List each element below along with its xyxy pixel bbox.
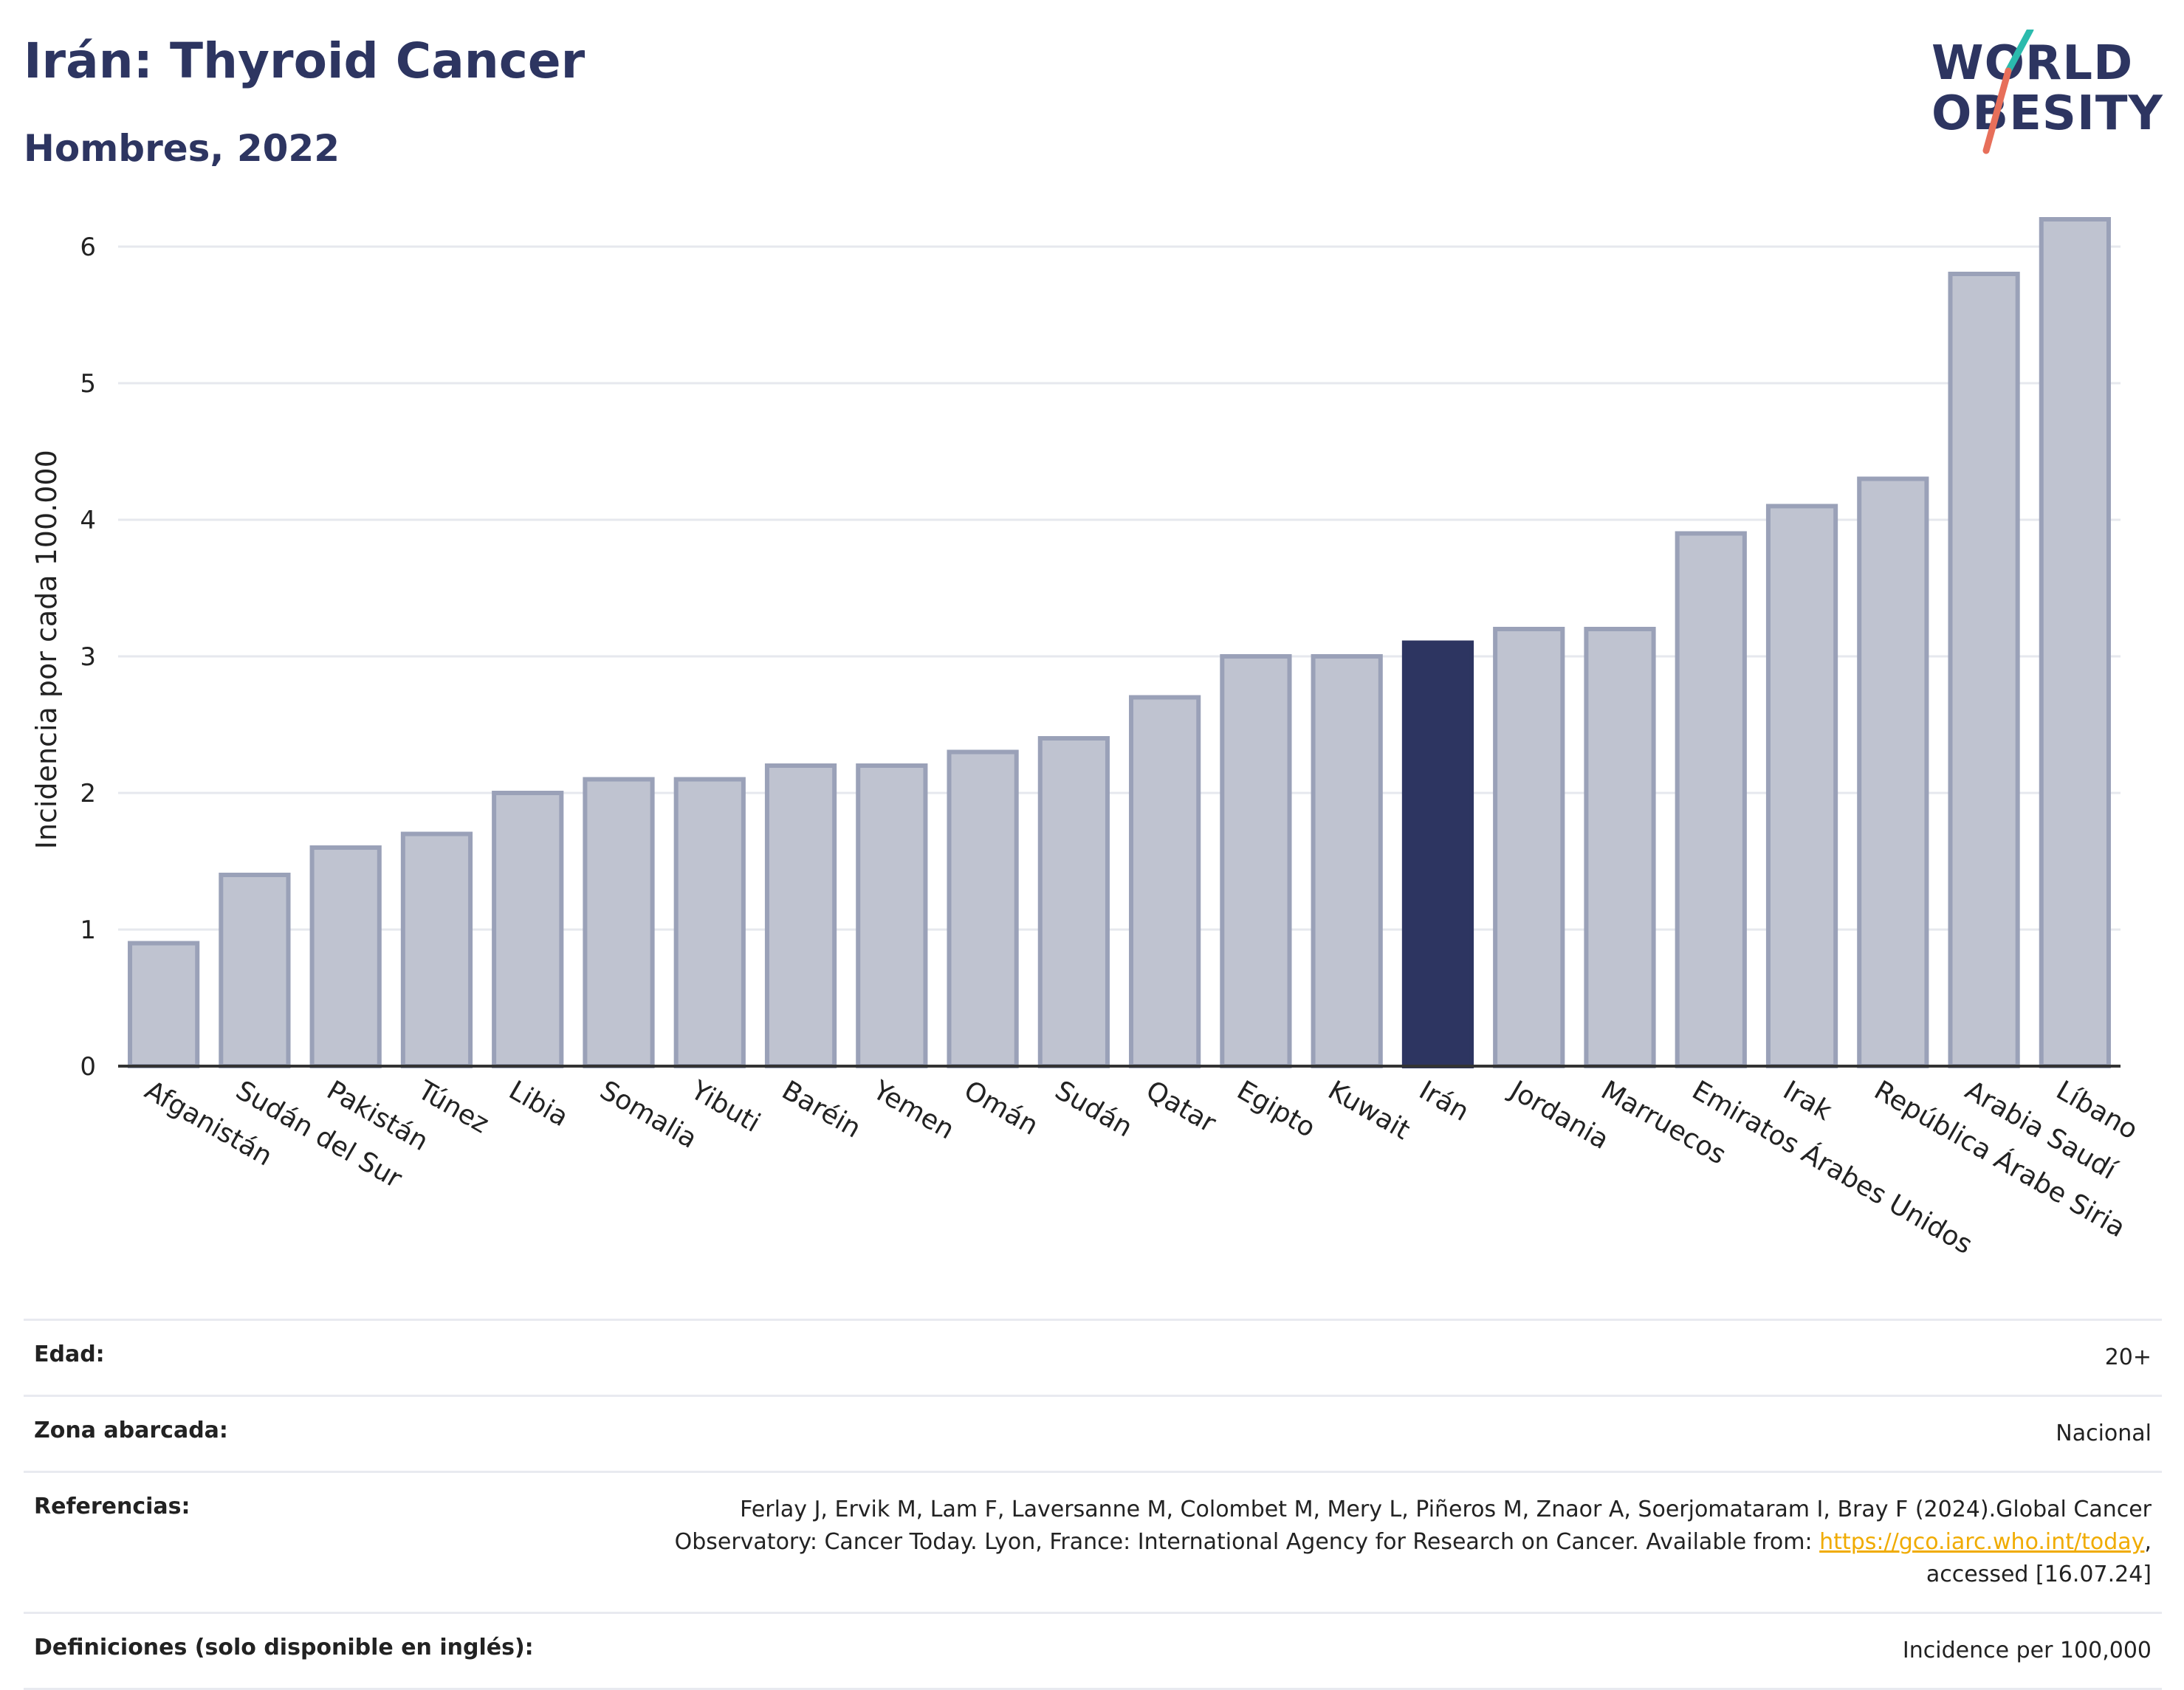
page-title: Irán: Thyroid Cancer — [24, 32, 586, 89]
y-tick-label: 5 — [80, 369, 96, 399]
meta-row-definitions: Definiciones (solo disponible en inglés)… — [24, 1612, 2162, 1690]
y-axis-label: Incidencia por cada 100.000 — [30, 450, 63, 849]
page-subtitle: Hombres, 2022 — [24, 127, 340, 170]
meta-row-references: Referencias: Ferlay J, Ervik M, Lam F, L… — [24, 1471, 2162, 1613]
meta-label: Zona abarcada: — [24, 1395, 635, 1472]
bar — [583, 777, 655, 1068]
meta-row-age: Edad: 20+ — [24, 1319, 2162, 1396]
y-tick-label: 6 — [80, 233, 96, 262]
logo-slash-icon — [1982, 30, 2034, 154]
logo-line-2: OBESITY — [1931, 86, 2163, 141]
bar — [492, 791, 564, 1068]
x-tick-label: Somalia — [595, 1075, 702, 1155]
x-tick-label: Irán — [1414, 1075, 1474, 1127]
bar — [673, 777, 746, 1068]
bar — [309, 845, 382, 1068]
y-tick-label: 4 — [80, 506, 96, 535]
bar — [1493, 627, 1565, 1068]
bar — [947, 749, 1019, 1068]
x-tick-label: Omán — [959, 1075, 1043, 1141]
y-tick-label: 0 — [80, 1052, 96, 1082]
meta-label: Edad: — [24, 1319, 635, 1396]
bar — [128, 941, 200, 1068]
x-tick-label: Kuwait — [1323, 1075, 1415, 1146]
bar — [1948, 272, 2020, 1068]
bar — [1584, 627, 1656, 1068]
y-tick-label: 2 — [80, 779, 96, 808]
x-tick-label: Yemen — [867, 1075, 959, 1146]
x-tick-label: Qatar — [1141, 1075, 1220, 1138]
reference-line-2: Observatory: Cancer Today. Lyon, France:… — [674, 1529, 1820, 1555]
x-tick-label: Jordania — [1503, 1074, 1613, 1155]
bar — [219, 873, 291, 1068]
world-obesity-logo[interactable]: WORLD OBESITY — [1920, 30, 2163, 155]
meta-value: Incidence per 100,000 — [635, 1612, 2162, 1690]
bar — [1129, 695, 1201, 1068]
bar — [1857, 476, 1929, 1068]
bar — [1037, 736, 1110, 1068]
meta-label: Definiciones (solo disponible en inglés)… — [24, 1612, 635, 1690]
reference-comma: , — [2144, 1529, 2152, 1555]
meta-value: Nacional — [635, 1395, 2162, 1472]
x-tick-label: Irak — [1778, 1075, 1837, 1127]
metadata-table: Edad: 20+ Zona abarcada: Nacional Refere… — [24, 1319, 2162, 1690]
bar — [1220, 654, 1292, 1068]
meta-label: Referencias: — [24, 1471, 635, 1613]
meta-value: Ferlay J, Ervik M, Lam F, Laversanne M, … — [635, 1471, 2162, 1613]
reference-line-3: accessed [16.07.24] — [1926, 1562, 2152, 1587]
y-tick-label: 1 — [80, 916, 96, 945]
x-tick-label: Sudán — [1050, 1075, 1138, 1143]
reference-link[interactable]: https://gco.iarc.who.int/today — [1819, 1529, 2145, 1555]
bar — [1675, 531, 1747, 1068]
x-tick-label: Libia — [504, 1075, 573, 1133]
x-tick-label: Egipto — [1232, 1075, 1320, 1144]
bar — [2039, 217, 2111, 1068]
logo-line-1: WORLD — [1931, 36, 2134, 91]
y-tick-label: 3 — [80, 642, 96, 672]
bar — [856, 763, 928, 1068]
x-tick-label: Baréin — [777, 1075, 866, 1144]
reference-line-1: Ferlay J, Ervik M, Lam F, Laversanne M, … — [740, 1497, 2152, 1522]
bar — [400, 831, 473, 1068]
bar — [1311, 654, 1383, 1068]
bar — [1401, 640, 1474, 1068]
meta-value: 20+ — [635, 1319, 2162, 1396]
bar — [1765, 504, 1838, 1068]
meta-row-area: Zona abarcada: Nacional — [24, 1395, 2162, 1472]
bar — [764, 763, 837, 1068]
